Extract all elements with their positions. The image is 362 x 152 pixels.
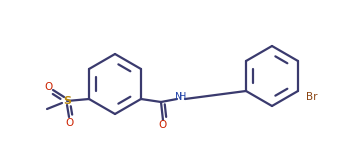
Text: Br: Br xyxy=(306,92,317,102)
Text: S: S xyxy=(63,96,71,106)
Text: N: N xyxy=(175,92,183,102)
Text: O: O xyxy=(65,118,73,128)
Text: O: O xyxy=(44,82,52,92)
Text: O: O xyxy=(159,120,167,130)
Text: H: H xyxy=(179,92,187,102)
